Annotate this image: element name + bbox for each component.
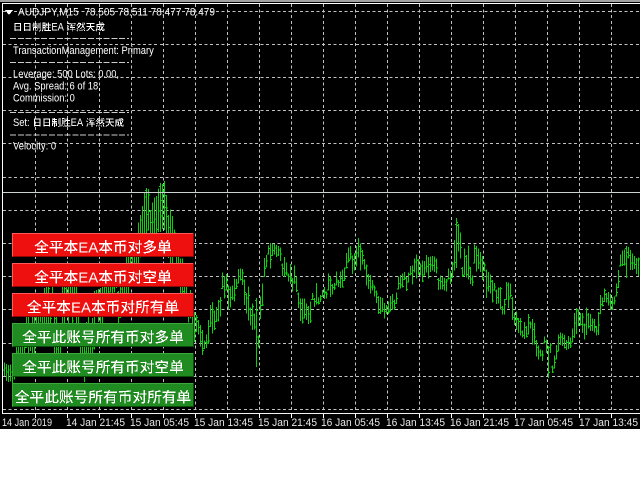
svg-text:15 Jan 21:45: 15 Jan 21:45 <box>258 417 317 429</box>
svg-text:EA: EA <box>78 239 98 256</box>
svg-text:16 Jan 21:45: 16 Jan 21:45 <box>450 417 509 429</box>
svg-text:17 Jan 13:45: 17 Jan 13:45 <box>579 417 638 429</box>
svg-text:Avg. Spread: 6 of 18,: Avg. Spread: 6 of 18, <box>13 81 101 93</box>
svg-text:Set:: Set: <box>13 117 32 129</box>
svg-text:TransactionManagement: Primary: TransactionManagement: Primary <box>13 45 154 57</box>
svg-text:15 Jan 13:45: 15 Jan 13:45 <box>194 417 253 429</box>
svg-text:14 Jan 2019: 14 Jan 2019 <box>2 417 52 429</box>
svg-text:Commission: 0: Commission: 0 <box>13 93 75 105</box>
svg-text:EA: EA <box>71 299 91 316</box>
svg-text:AUDJPY,M15 78.505 78.511 78.4: AUDJPY,M15 78.505 78.511 78.477 78.479 <box>18 7 215 19</box>
svg-text:Velocity: 0: Velocity: 0 <box>13 141 56 153</box>
svg-text:EA: EA <box>78 269 98 286</box>
svg-text:16 Jan 05:45: 16 Jan 05:45 <box>321 417 380 429</box>
svg-text:14 Jan 21:45: 14 Jan 21:45 <box>66 417 125 429</box>
svg-text:17 Jan 05:45: 17 Jan 05:45 <box>514 417 573 429</box>
svg-text:Leverage: 500 Lots: 0.00,: Leverage: 500 Lots: 0.00, <box>13 69 119 81</box>
svg-text:EA: EA <box>51 22 66 34</box>
svg-text:EA: EA <box>71 117 86 129</box>
svg-text:16 Jan 13:45: 16 Jan 13:45 <box>386 417 445 429</box>
svg-text:15 Jan 05:45: 15 Jan 05:45 <box>130 417 189 429</box>
